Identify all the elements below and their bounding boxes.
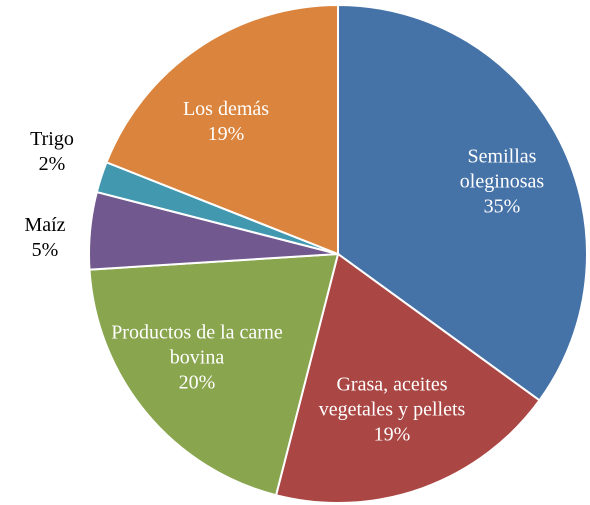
pie-slice bbox=[88, 252, 340, 497]
pie-slice bbox=[274, 252, 541, 504]
category-label: Los demás bbox=[182, 98, 270, 120]
slice-label: Maíz 5% bbox=[15, 213, 75, 263]
value-label: 2% bbox=[38, 153, 66, 175]
slice-label: Productos de la carne bovina 20% bbox=[107, 321, 287, 396]
category-label: Trigo bbox=[30, 128, 74, 150]
pie-slice bbox=[105, 3, 339, 256]
slice-label: Trigo 2% bbox=[22, 127, 82, 177]
slice-label: Los demás 19% bbox=[156, 97, 296, 147]
value-label: 19% bbox=[207, 123, 245, 145]
category-label: Productos de la carne bovina bbox=[111, 321, 283, 369]
slice-label: Grasa, aceites vegetales y pellets 19% bbox=[312, 373, 472, 448]
category-label: Maíz bbox=[24, 214, 66, 236]
value-label: 19% bbox=[373, 423, 411, 446]
category-label: Semillas oleginosas bbox=[459, 145, 545, 193]
category-label: Grasa, aceites vegetales y pellets bbox=[318, 373, 466, 421]
value-label: 35% bbox=[483, 195, 521, 218]
slice-label: Semillas oleginosas 35% bbox=[437, 145, 567, 220]
pie-slice bbox=[337, 3, 588, 402]
value-label: 5% bbox=[31, 239, 59, 261]
value-label: 20% bbox=[178, 371, 216, 394]
